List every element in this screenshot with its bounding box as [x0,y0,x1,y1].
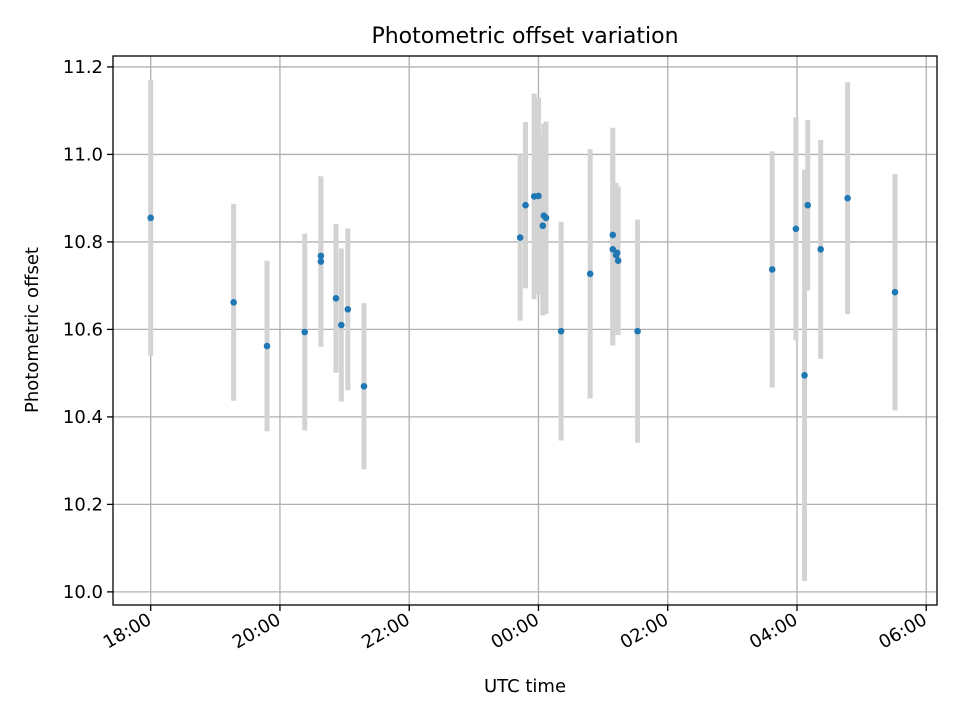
data-point [792,225,800,233]
y-tick-label: 11.2 [63,57,103,78]
data-point [634,327,641,335]
data-point [263,342,271,350]
data-point [301,328,309,336]
data-point [844,194,851,202]
y-axis: 10.0 10.2 10.4 10.6 10.8 11.0 11.2 [63,57,113,603]
data-point [344,305,352,313]
data-point [522,201,529,209]
y-tick-label: 10.4 [63,407,103,428]
data-point [586,270,594,278]
data-point [542,214,550,222]
y-tick-label: 10.2 [63,494,103,515]
y-tick-label: 10.8 [63,232,103,253]
data-point [360,382,368,390]
x-axis-label: UTC time [484,676,566,697]
data-point [557,327,565,335]
y-tick-label: 10.0 [63,582,103,603]
data-point [804,201,812,209]
chart-title: Photometric offset variation [371,24,678,49]
data-point [609,231,617,239]
data-point [317,252,325,260]
data-point [147,214,154,222]
y-axis-label: Photometric offset [22,247,43,413]
data-point [317,258,325,265]
data-point [613,249,621,257]
data-point [332,295,340,302]
data-point [817,246,824,253]
data-point [230,298,237,306]
data-point [516,234,524,241]
plot-frame [112,55,938,606]
data-points [147,192,899,390]
data-point [338,321,345,329]
data-point [614,257,622,265]
data-point [801,372,808,379]
data-point [539,222,547,230]
data-point [891,288,899,296]
data-point [768,266,776,273]
y-tick-label: 10.6 [63,319,103,340]
data-point [535,192,542,200]
y-tick-label: 11.0 [63,144,103,165]
